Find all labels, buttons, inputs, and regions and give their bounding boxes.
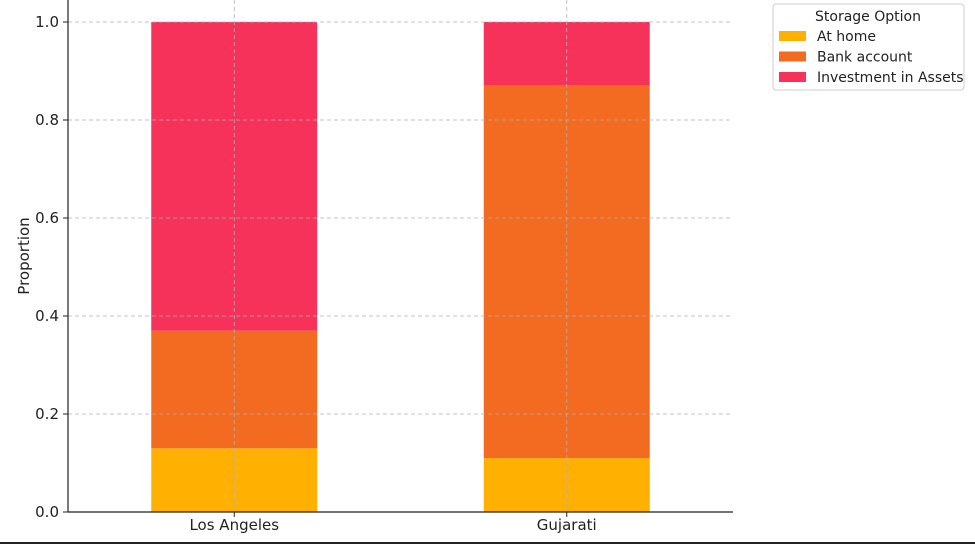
legend-frame: [772, 3, 965, 91]
legend-entry: Investment in Assets: [817, 70, 964, 86]
y-tick-label: 0.0: [35, 503, 59, 521]
x-tick-label: Gujarati: [537, 516, 597, 534]
y-tick-label: 0.6: [35, 209, 59, 227]
y-axis-label: Proportion: [15, 217, 33, 294]
bars: [151, 22, 650, 512]
bottom-border: [0, 542, 975, 544]
x-ticks: Los Angeles Gujarati: [189, 512, 597, 534]
axes: [67, 0, 733, 513]
y-tick-label: 0.2: [35, 405, 59, 423]
bar-gujarati-investment-in-assets: [483, 22, 650, 86]
legend-entry: Bank account: [817, 50, 913, 66]
legend-swatch: [779, 51, 806, 62]
y-ticks: 0.0 0.2 0.4 0.6 0.8 1.0: [35, 13, 68, 521]
legend-swatch: [779, 72, 806, 82]
y-tick-label: 1.0: [35, 13, 59, 31]
legend-swatch: [779, 31, 806, 41]
legend: Storage Option At home Bank account Invest…: [772, 3, 965, 91]
y-tick-label: 0.4: [35, 307, 59, 325]
legend-entry: At home: [817, 29, 876, 45]
y-tick-label: 0.8: [35, 111, 59, 129]
x-tick-label: Los Angeles: [189, 516, 279, 534]
legend-title: Storage Option: [815, 9, 921, 25]
